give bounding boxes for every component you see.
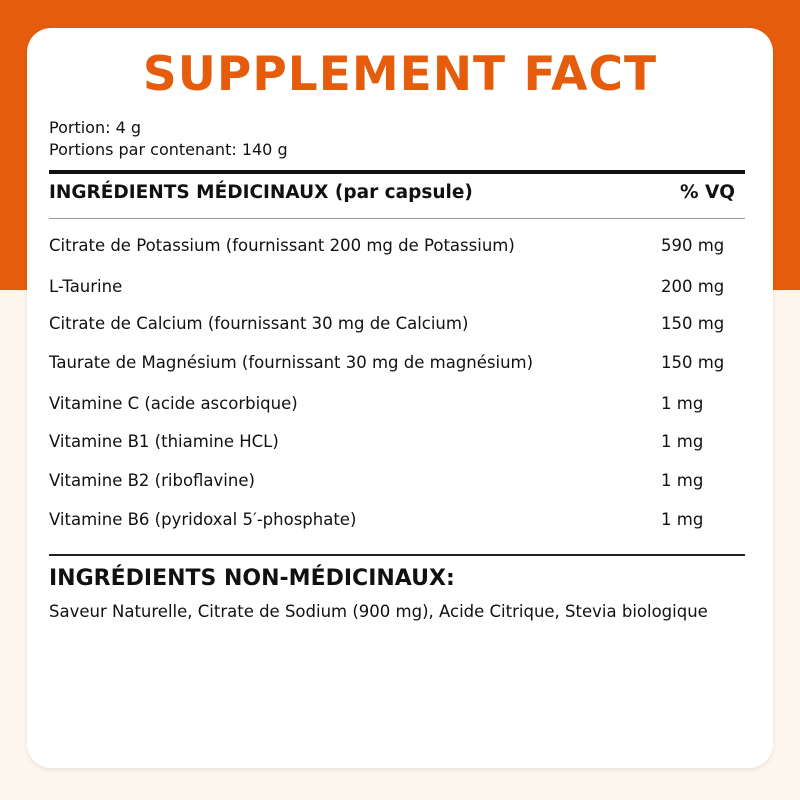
header-ingredients: INGRÉDIENTS MÉDICINAUX (par capsule) <box>49 182 473 203</box>
section-divider <box>49 554 745 556</box>
ingredient-amount: 1 mg <box>661 510 704 529</box>
table-row: Vitamine B6 (pyridoxal 5′-phosphate) 1 mg <box>49 510 745 534</box>
ingredient-amount: 1 mg <box>661 432 704 451</box>
supplement-facts-card: SUPPLEMENT FACT Portion: 4 g Portions pa… <box>27 28 773 768</box>
non-medicinal-heading: INGRÉDIENTS NON-MÉDICINAUX: <box>49 566 455 591</box>
table-row: Citrate de Calcium (fournissant 30 mg de… <box>49 314 745 338</box>
ingredient-amount: 200 mg <box>661 277 725 296</box>
thin-divider <box>49 218 745 219</box>
ingredient-name: Citrate de Calcium (fournissant 30 mg de… <box>49 314 469 333</box>
table-row: Vitamine B2 (riboflavine) 1 mg <box>49 471 745 495</box>
table-row: Taurate de Magnésium (fournissant 30 mg … <box>49 353 745 377</box>
serving-info: Portion: 4 g Portions par contenant: 140… <box>49 117 288 161</box>
ingredient-name: Taurate de Magnésium (fournissant 30 mg … <box>49 353 534 372</box>
ingredient-amount: 1 mg <box>661 471 704 490</box>
portion-size: Portion: 4 g <box>49 118 141 137</box>
portions-per-container: Portions par contenant: 140 g <box>49 140 288 159</box>
ingredient-name: Vitamine B1 (thiamine HCL) <box>49 432 279 451</box>
table-header: INGRÉDIENTS MÉDICINAUX (par capsule) % V… <box>49 182 745 212</box>
ingredient-name: L-Taurine <box>49 277 123 296</box>
ingredient-amount: 150 mg <box>661 314 725 333</box>
ingredient-amount: 590 mg <box>661 236 725 255</box>
table-row: Vitamine B1 (thiamine HCL) 1 mg <box>49 432 745 456</box>
table-row: L-Taurine 200 mg <box>49 277 745 301</box>
ingredient-name: Vitamine C (acide ascorbique) <box>49 394 298 413</box>
table-row: Citrate de Potassium (fournissant 200 mg… <box>49 236 745 260</box>
non-medicinal-text: Saveur Naturelle, Citrate de Sodium (900… <box>49 602 708 621</box>
ingredient-amount: 1 mg <box>661 394 704 413</box>
ingredient-amount: 150 mg <box>661 353 725 372</box>
ingredient-name: Vitamine B2 (riboflavine) <box>49 471 255 490</box>
ingredient-name: Vitamine B6 (pyridoxal 5′-phosphate) <box>49 510 357 529</box>
table-row: Vitamine C (acide ascorbique) 1 mg <box>49 394 745 418</box>
thick-divider <box>49 170 745 174</box>
ingredient-name: Citrate de Potassium (fournissant 200 mg… <box>49 236 515 255</box>
page-title: SUPPLEMENT FACT <box>142 47 658 102</box>
header-dv: % VQ <box>679 182 735 203</box>
